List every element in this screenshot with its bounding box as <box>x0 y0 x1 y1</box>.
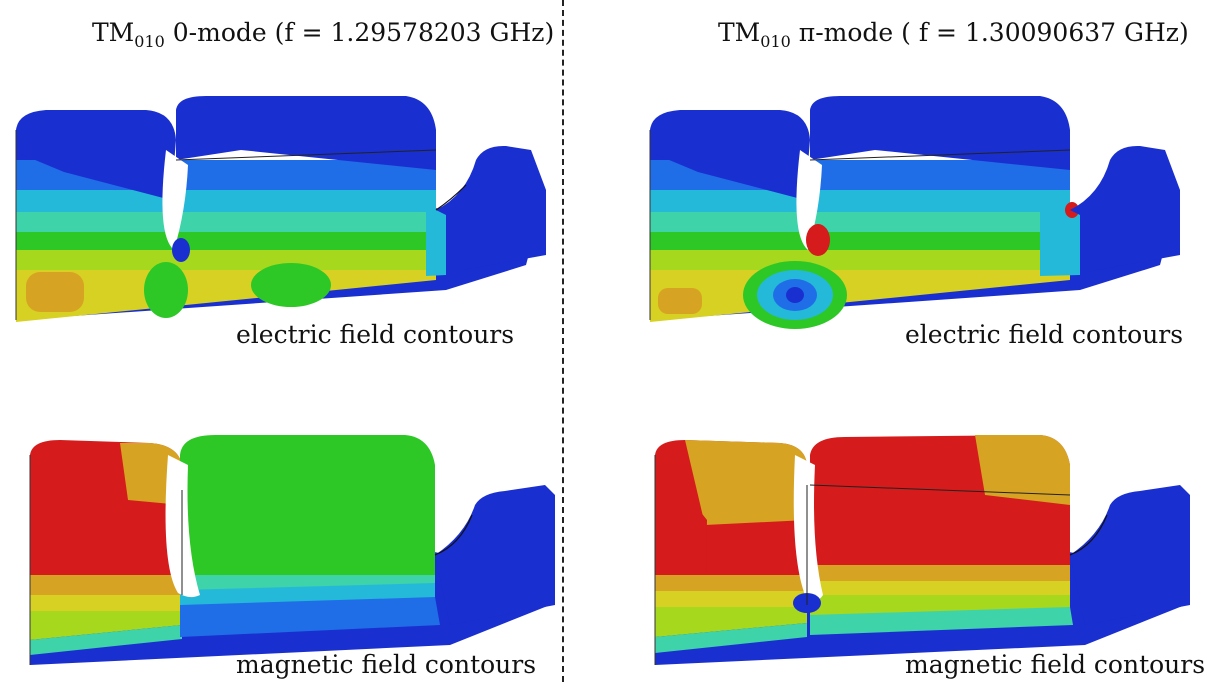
panel-divider <box>562 0 564 682</box>
pi-mode-magnetic-caption: magnetic field contours <box>905 650 1206 679</box>
pi-mode-electric-caption: electric field contours <box>905 320 1184 349</box>
pi-mode-magnetic-plot <box>645 425 1190 670</box>
title-pi-mode: TM010 π-mode ( f = 1.30090637 GHz) <box>718 18 1189 51</box>
zero-mode-electric-caption: electric field contours <box>236 320 515 349</box>
zero-mode-magnetic-caption: magnetic field contours <box>236 650 537 679</box>
zero-mode-magnetic-plot <box>10 425 555 670</box>
title-zero-mode: TM010 0-mode (f = 1.29578203 GHz) <box>92 18 555 51</box>
zero-mode-electric-plot <box>6 90 546 330</box>
pi-mode-electric-plot <box>640 90 1180 330</box>
